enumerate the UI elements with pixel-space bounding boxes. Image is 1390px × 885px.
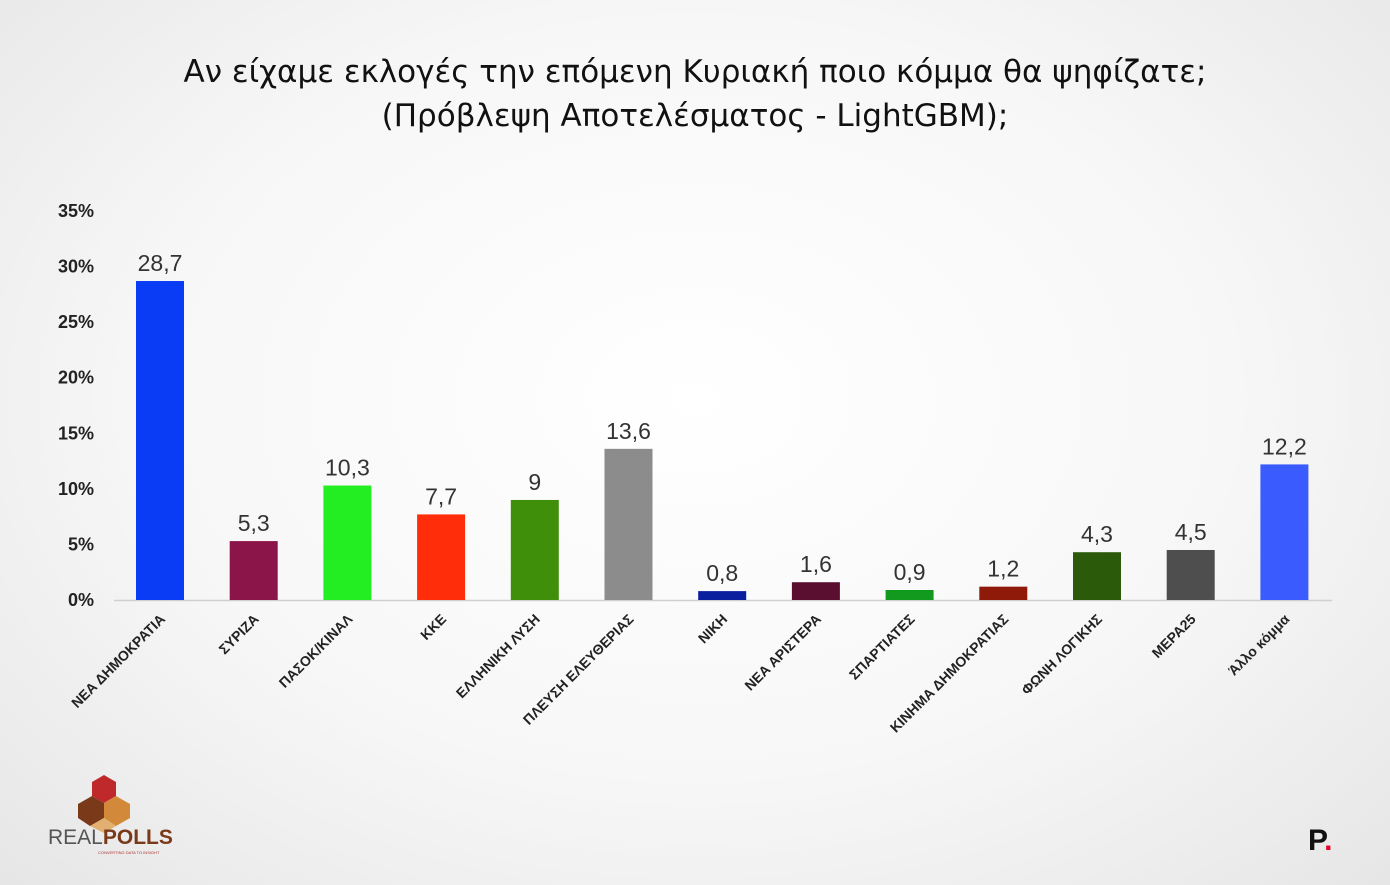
y-tick-label: 15% bbox=[58, 423, 94, 443]
bar bbox=[136, 281, 184, 600]
bar bbox=[510, 499, 559, 600]
y-tick-label: 20% bbox=[58, 368, 94, 388]
p-logo: P. bbox=[1308, 824, 1333, 858]
chart-title-line2: (Πρόβλεψη Αποτελέσματος - LightGBM); bbox=[381, 98, 1009, 134]
x-tick-label: Άλλο κόμμα bbox=[1225, 611, 1293, 679]
chart-title: Αν είχαμε εκλογές την επόμενη Κυριακή πο… bbox=[0, 50, 1390, 138]
y-tick-label: 10% bbox=[58, 479, 94, 499]
bar bbox=[229, 541, 278, 600]
y-tick-label: 0% bbox=[68, 590, 94, 610]
bar bbox=[604, 448, 653, 600]
y-tick-label: 25% bbox=[58, 312, 94, 332]
data-label: 7,7 bbox=[425, 483, 457, 509]
logo-text-real: REAL bbox=[48, 826, 103, 849]
bar bbox=[1073, 552, 1121, 600]
p-logo-dot: . bbox=[1324, 824, 1333, 857]
x-tick-label: ΕΛΛΗΝΙΚΗ ΛΥΣΗ bbox=[453, 611, 543, 701]
data-label: 4,3 bbox=[1081, 521, 1113, 547]
bar bbox=[1260, 464, 1309, 600]
data-label: 13,6 bbox=[606, 418, 651, 444]
data-label: 5,3 bbox=[238, 510, 270, 536]
x-tick-label: ΣΠΑΡΤΙΑΤΕΣ bbox=[846, 611, 918, 683]
x-tick-label: ΝΙΚΗ bbox=[695, 611, 731, 647]
data-label: 1,2 bbox=[987, 556, 1019, 582]
y-tick-label: 30% bbox=[58, 257, 94, 277]
x-tick-label: ΣΥΡΙΖΑ bbox=[215, 611, 261, 657]
y-tick-label: 35% bbox=[58, 201, 94, 221]
x-tick-label: ΜΕΡΑ25 bbox=[1149, 611, 1199, 661]
realpolls-logo-icon bbox=[78, 775, 130, 833]
bar bbox=[417, 514, 466, 600]
x-tick-label: ΝΕΑ ΔΗΜΟΚΡΑΤΙΑ bbox=[68, 611, 168, 711]
bar bbox=[1166, 549, 1215, 600]
data-label: 1,6 bbox=[800, 551, 832, 577]
bar bbox=[979, 586, 1028, 600]
x-tick-label: ΦΩΝΗ ΛΟΓΙΚΗΣ bbox=[1018, 611, 1105, 698]
x-tick-label: ΠΑΣΟΚ/ΚΙΝΑΛ bbox=[276, 610, 356, 690]
data-label: 4,5 bbox=[1175, 519, 1207, 545]
x-tick-label: ΠΛΕΥΣΗ ΕΛΕΥΘΕΡΙΑΣ bbox=[520, 611, 637, 728]
chart-title-line1: Αν είχαμε εκλογές την επόμενη Κυριακή πο… bbox=[183, 54, 1207, 90]
p-logo-letter: P bbox=[1308, 824, 1325, 857]
bar bbox=[698, 591, 747, 600]
bar bbox=[791, 582, 840, 600]
data-label: 9 bbox=[528, 469, 541, 495]
x-tick-label: ΝΕΑ ΑΡΙΣΤΕΡΑ bbox=[741, 611, 824, 694]
data-label: 0,8 bbox=[706, 560, 738, 586]
bar bbox=[885, 589, 934, 600]
bar bbox=[323, 485, 372, 600]
data-label: 28,7 bbox=[138, 250, 183, 276]
realpolls-logo-text: REALPOLLS bbox=[48, 826, 173, 850]
data-label: 10,3 bbox=[325, 455, 370, 481]
data-label: 12,2 bbox=[1262, 433, 1307, 459]
realpolls-tagline: CONVERTING DATA TO INSIGHT bbox=[98, 850, 160, 855]
data-label: 0,9 bbox=[894, 559, 926, 585]
y-tick-label: 5% bbox=[68, 534, 94, 554]
logo-text-polls: POLLS bbox=[102, 826, 173, 849]
x-tick-label: ΚΚΕ bbox=[417, 611, 449, 643]
